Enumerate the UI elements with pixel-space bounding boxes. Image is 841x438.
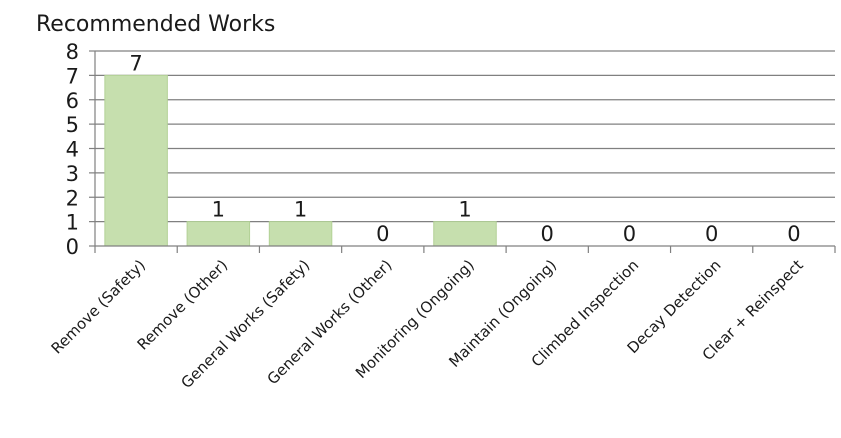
data-label: 0	[787, 222, 800, 246]
y-tick-label: 3	[66, 162, 79, 186]
data-label: 1	[294, 198, 307, 222]
y-tick-label: 1	[66, 211, 79, 235]
data-label: 7	[129, 51, 142, 75]
y-tick-label: 2	[66, 186, 79, 210]
y-tick-label: 8	[66, 40, 79, 64]
x-axis-ticks: Remove (Safety)Remove (Other)General Wor…	[48, 246, 836, 392]
data-label: 1	[212, 198, 225, 222]
bar	[104, 74, 168, 247]
data-label: 0	[705, 222, 718, 246]
data-label: 0	[541, 222, 554, 246]
y-tick-label: 4	[66, 138, 79, 162]
chart-title: Recommended Works	[36, 12, 276, 37]
y-tick-label: 7	[66, 64, 79, 88]
data-label: 0	[376, 222, 389, 246]
y-tick-label: 5	[66, 113, 79, 137]
bar	[433, 221, 497, 247]
y-tick-label: 0	[66, 235, 79, 259]
y-tick-label: 6	[66, 89, 79, 113]
axes	[94, 51, 835, 247]
data-label: 1	[458, 198, 471, 222]
bar	[268, 221, 333, 247]
data-label: 0	[623, 222, 636, 246]
bars	[104, 74, 497, 247]
gridlines	[95, 50, 835, 223]
bar	[186, 221, 251, 247]
data-labels: 7 1 1 0 1 0 0 0 0	[129, 51, 800, 246]
